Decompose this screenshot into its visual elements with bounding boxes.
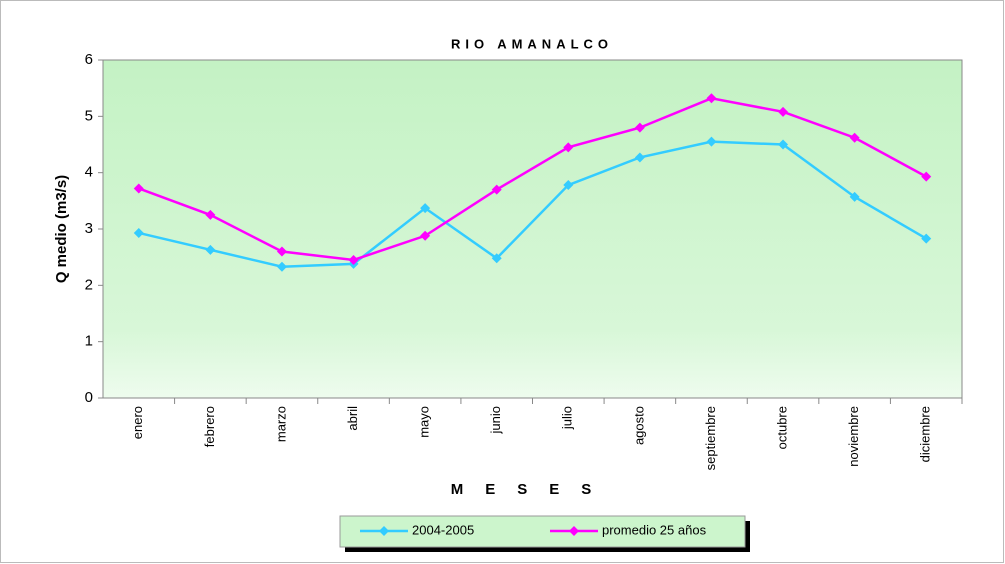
chart-title: RIO AMANALCO xyxy=(451,36,613,51)
y-tick-label: 5 xyxy=(85,107,93,124)
x-axis-title: MESES xyxy=(451,481,614,498)
x-tick-label: diciembre xyxy=(918,406,933,462)
marker xyxy=(420,230,431,241)
y-tick-label: 4 xyxy=(85,164,93,181)
marker xyxy=(563,180,574,191)
marker xyxy=(849,191,860,202)
y-tick-label: 2 xyxy=(85,276,93,293)
marker xyxy=(491,184,502,195)
x-tick-label: marzo xyxy=(273,406,288,442)
x-tick-label: noviembre xyxy=(846,406,861,467)
x-tick-label: enero xyxy=(130,406,145,439)
marker xyxy=(778,106,789,117)
x-tick-label: mayo xyxy=(417,406,432,438)
x-tick-label: abril xyxy=(345,406,360,431)
marker xyxy=(276,246,287,257)
marker xyxy=(133,227,144,238)
marker xyxy=(921,233,932,244)
y-tick-label: 1 xyxy=(85,333,93,350)
plot-area xyxy=(102,59,963,399)
x-tick-label: julio xyxy=(560,406,575,430)
marker xyxy=(634,152,645,163)
legend-label: 2004-2005 xyxy=(412,522,474,537)
marker xyxy=(133,183,144,194)
x-tick-label: septiembre xyxy=(703,406,718,470)
x-tick-label: febrero xyxy=(202,406,217,447)
marker xyxy=(921,171,932,182)
marker xyxy=(563,142,574,153)
marker xyxy=(420,203,431,214)
marker xyxy=(205,244,216,255)
series-line xyxy=(138,97,927,262)
marker xyxy=(706,136,717,147)
marker xyxy=(634,122,645,133)
marker xyxy=(849,132,860,143)
marker xyxy=(348,254,359,265)
y-axis-title: Q medio (m3/s) xyxy=(53,175,70,283)
series-line xyxy=(138,140,927,268)
marker xyxy=(205,209,216,220)
x-tick-label: octubre xyxy=(774,406,789,449)
marker xyxy=(706,93,717,104)
y-tick-label: 3 xyxy=(85,220,93,237)
x-tick-label: junio xyxy=(488,406,503,434)
legend-label: promedio 25 años xyxy=(602,522,707,537)
y-tick-label: 6 xyxy=(85,51,93,68)
marker xyxy=(491,253,502,264)
legend-marker xyxy=(569,526,579,536)
marker xyxy=(778,139,789,150)
marker xyxy=(276,261,287,272)
x-tick-label: agosto xyxy=(631,406,646,445)
y-tick-label: 0 xyxy=(85,389,93,406)
legend-marker xyxy=(379,526,389,536)
